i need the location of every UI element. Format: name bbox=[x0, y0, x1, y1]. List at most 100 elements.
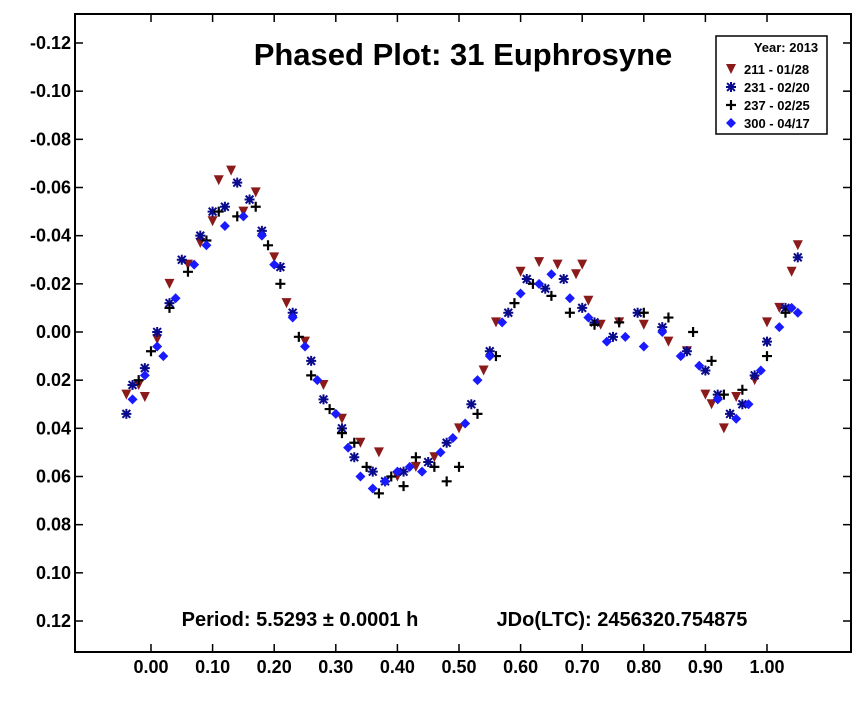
data-point bbox=[201, 240, 212, 251]
data-point bbox=[737, 399, 748, 410]
data-point bbox=[121, 408, 132, 419]
data-point bbox=[429, 461, 440, 472]
data-point bbox=[275, 278, 286, 289]
data-point bbox=[392, 466, 403, 477]
data-point bbox=[343, 442, 354, 453]
x-tick-label: 0.70 bbox=[565, 657, 600, 677]
data-point bbox=[700, 389, 711, 400]
data-point bbox=[700, 365, 711, 376]
data-point bbox=[694, 360, 705, 371]
data-point bbox=[534, 278, 545, 289]
data-point bbox=[688, 327, 699, 337]
data-point bbox=[219, 221, 230, 232]
data-point bbox=[373, 447, 384, 458]
data-point bbox=[306, 370, 317, 381]
data-point bbox=[121, 389, 132, 400]
y-tick-label: -0.10 bbox=[30, 81, 71, 101]
data-point bbox=[349, 437, 360, 448]
data-point bbox=[423, 457, 434, 468]
data-point bbox=[675, 351, 686, 362]
x-tick-label: 0.40 bbox=[380, 657, 415, 677]
data-point bbox=[774, 322, 785, 333]
data-point bbox=[158, 351, 169, 362]
data-point bbox=[558, 274, 569, 285]
data-point bbox=[571, 269, 582, 280]
data-point bbox=[521, 274, 532, 285]
data-point bbox=[577, 302, 588, 313]
data-point bbox=[534, 257, 545, 268]
data-point bbox=[256, 230, 267, 241]
data-point bbox=[441, 476, 452, 487]
data-point bbox=[484, 351, 495, 362]
data-point bbox=[460, 418, 471, 429]
y-tick-label: -0.08 bbox=[30, 129, 71, 149]
data-point bbox=[731, 392, 742, 403]
data-point bbox=[762, 317, 772, 328]
data-point bbox=[718, 423, 729, 434]
epoch-label: JDo(LTC): 2456320.754875 bbox=[497, 609, 748, 631]
data-point bbox=[250, 187, 261, 198]
y-tick-label: 0.06 bbox=[36, 467, 71, 487]
data-point bbox=[749, 370, 760, 381]
data-point bbox=[447, 432, 458, 443]
data-point bbox=[755, 365, 766, 376]
data-point bbox=[324, 404, 335, 415]
y-tick-label: 0.00 bbox=[36, 322, 71, 342]
legend-entries: 211 - 01/28 231 - 02/20 237 - 02/25 300 - 0… bbox=[726, 62, 810, 131]
data-point bbox=[404, 461, 415, 472]
data-point bbox=[152, 327, 163, 337]
data-point bbox=[275, 261, 286, 272]
y-tick-label: 0.02 bbox=[36, 370, 71, 390]
data-point bbox=[306, 355, 317, 366]
data-point bbox=[410, 461, 421, 472]
data-point bbox=[780, 307, 791, 318]
data-point bbox=[712, 394, 723, 405]
data-point bbox=[454, 423, 464, 434]
legend-marker bbox=[726, 82, 736, 92]
data-point bbox=[620, 331, 631, 342]
x-tick-label: 0.20 bbox=[257, 657, 292, 677]
data-point bbox=[367, 466, 378, 477]
data-point bbox=[441, 437, 452, 448]
data-point bbox=[509, 298, 520, 309]
data-point bbox=[601, 336, 612, 347]
data-point bbox=[269, 259, 280, 270]
data-point bbox=[792, 252, 803, 263]
data-point bbox=[478, 365, 489, 376]
data-point bbox=[152, 334, 163, 345]
x-tick-label: 0.30 bbox=[318, 657, 353, 677]
data-point bbox=[336, 428, 347, 439]
data-point bbox=[287, 312, 298, 323]
data-point bbox=[139, 363, 150, 374]
data-point bbox=[164, 302, 175, 313]
data-point bbox=[564, 293, 575, 304]
data-point bbox=[219, 201, 230, 212]
x-tick-label: 0.00 bbox=[133, 657, 168, 677]
data-point bbox=[355, 471, 366, 482]
data-point bbox=[792, 240, 803, 251]
legend-box bbox=[715, 35, 828, 135]
data-point bbox=[417, 466, 428, 477]
data-point bbox=[312, 375, 323, 386]
data-point bbox=[429, 452, 440, 463]
legend: Year: 2013 211 - 01/28 231 - 02/20 237 - 0… bbox=[715, 35, 828, 135]
data-points bbox=[121, 165, 803, 499]
data-point bbox=[263, 240, 274, 251]
legend-label: 231 - 02/20 bbox=[744, 80, 810, 95]
data-point bbox=[786, 302, 797, 313]
data-point bbox=[152, 341, 163, 352]
y-tick-label: 0.10 bbox=[36, 563, 71, 583]
y-tick-label: -0.04 bbox=[30, 226, 71, 246]
data-point bbox=[238, 211, 249, 222]
data-point bbox=[638, 319, 649, 330]
data-point bbox=[577, 259, 588, 270]
data-point bbox=[361, 461, 372, 472]
y-tick-label: -0.06 bbox=[30, 178, 71, 198]
data-point bbox=[410, 452, 421, 463]
data-point bbox=[725, 408, 736, 419]
legend-marker bbox=[726, 118, 736, 128]
data-point bbox=[330, 408, 341, 419]
data-point bbox=[146, 346, 156, 357]
data-point bbox=[472, 408, 483, 419]
